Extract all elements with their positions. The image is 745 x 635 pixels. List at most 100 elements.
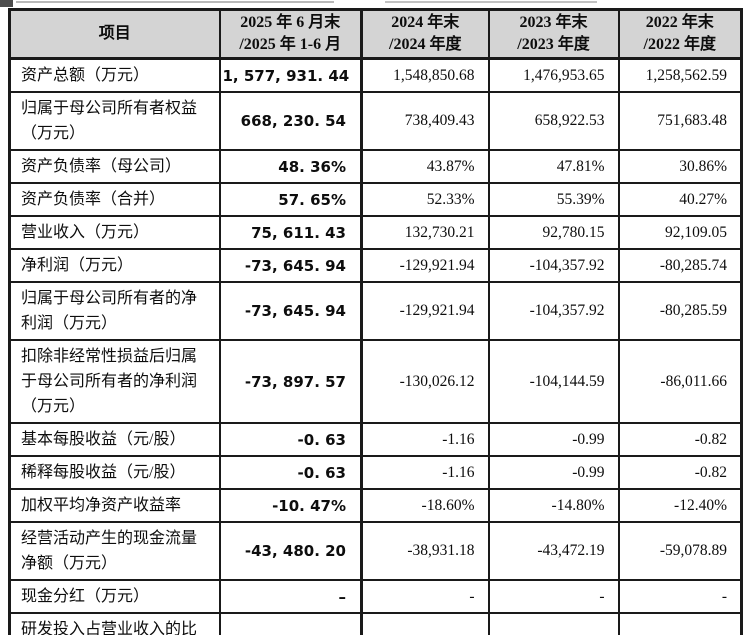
- cell-2025-h1: 668, 230. 54: [218, 91, 363, 151]
- cell-2023: -43,472.19: [487, 521, 620, 581]
- cropped-text-artifact: [385, 1, 597, 3]
- cell-2024: 738,409.43: [360, 91, 490, 151]
- table-row: 研发投入占营业收入的比例17. 43%18.55%17.15%8.43%: [8, 612, 743, 635]
- table-row: 加权平均净资产收益率 -10. 47% -18.60% -14.80% -12.40%: [8, 488, 743, 523]
- header-item-column: 项目: [8, 8, 221, 60]
- row-label: 归属于母公司所有者权益（万元）: [8, 91, 221, 151]
- row-label: 加权平均净资产收益率: [8, 488, 221, 523]
- cell-2025-h1: 75, 611. 43: [218, 215, 363, 250]
- cell-2022: 30.86%: [617, 149, 743, 184]
- cell-2023: -14.80%: [487, 488, 620, 523]
- cell-2024: 1,548,850.68: [360, 57, 490, 93]
- header-line-2: /2024 年度: [389, 36, 462, 53]
- row-label: 稀释每股收益（元/股）: [8, 455, 221, 490]
- header-item-label: 项目: [98, 25, 131, 42]
- table-row: 经营活动产生的现金流量净额（万元） -43, 480. 20 -38,931.18-…: [8, 521, 743, 581]
- cell-2022: -80,285.59: [617, 281, 743, 341]
- cell-2024: 18.55%: [360, 612, 490, 635]
- cell-2025-h1: 48. 36%: [218, 149, 363, 184]
- cell-2025-h1: -73, 897. 57: [218, 339, 363, 424]
- header-line-1: 2023 年末: [519, 14, 588, 31]
- cell-2025-h1: 1, 577, 931. 44: [218, 57, 363, 93]
- cell-2022: -: [617, 579, 743, 614]
- cell-2022: 92,109.05: [617, 215, 743, 250]
- header-line-2: /2022 年度: [643, 36, 716, 53]
- table-row: 归属于母公司所有者的净利润（万元） -73, 645. 94 -129,921.94…: [8, 281, 743, 341]
- cell-2022: -0.82: [617, 422, 743, 457]
- cropped-text-artifact: [16, 1, 334, 3]
- row-label: 归属于母公司所有者的净利润（万元）: [8, 281, 221, 341]
- cell-2023: 47.81%: [487, 149, 620, 184]
- cell-2025-h1: -43, 480. 20: [218, 521, 363, 581]
- cell-2023: -: [487, 579, 620, 614]
- row-label: 资产负债率（合并）: [8, 182, 221, 217]
- header-line-1: 2022 年末: [645, 14, 714, 31]
- cell-2022: -80,285.74: [617, 248, 743, 283]
- header-column-2023: 2023 年末/2023 年度: [487, 8, 620, 60]
- cell-2022: 8.43%: [617, 612, 743, 635]
- table-row: 扣除非经常性损益后归属于母公司所有者的净利润（万元） -73, 897. 57 -1…: [8, 339, 743, 424]
- cell-2024: -129,921.94: [360, 248, 490, 283]
- header-line-2: /2025 年 1-6 月: [239, 36, 342, 53]
- table-row: 营业收入（万元） 75, 611. 43 132,730.21 92,780.15 92…: [8, 215, 743, 250]
- table-row: 资产负债率（母公司） 48. 36% 43.87% 47.81% 30.86%: [8, 149, 743, 184]
- table-row: 净利润（万元） -73, 645. 94 -129,921.94 -104,357.9…: [8, 248, 743, 283]
- header-column-2025-h1: 2025 年 6 月末/2025 年 1-6 月: [218, 8, 363, 60]
- cropped-text-artifact: [0, 0, 13, 7]
- cell-2024: -129,921.94: [360, 281, 490, 341]
- cell-2023: 658,922.53: [487, 91, 620, 151]
- header-line-1: 2025 年 6 月末: [240, 14, 341, 31]
- cell-2025-h1: -10. 47%: [218, 488, 363, 523]
- row-label: 基本每股收益（元/股）: [8, 422, 221, 457]
- cell-2024: -1.16: [360, 422, 490, 457]
- cell-2022: 40.27%: [617, 182, 743, 217]
- cell-2024: -130,026.12: [360, 339, 490, 424]
- cell-2024: 132,730.21: [360, 215, 490, 250]
- cell-2023: -104,357.92: [487, 248, 620, 283]
- cell-2022: -59,078.89: [617, 521, 743, 581]
- table-row: 基本每股收益（元/股） -0. 63 -1.16 -0.99 -0.82: [8, 422, 743, 457]
- cell-2022: 1,258,562.59: [617, 57, 743, 93]
- row-label: 资产总额（万元）: [8, 57, 221, 93]
- table-row: 资产负债率（合并） 57. 65% 52.33% 55.39% 40.27%: [8, 182, 743, 217]
- cell-2025-h1: -73, 645. 94: [218, 281, 363, 341]
- cell-2025-h1: –: [218, 579, 363, 614]
- header-line-1: 2024 年末: [391, 14, 460, 31]
- cell-2022: -0.82: [617, 455, 743, 490]
- header-column-2022: 2022 年末/2022 年度: [617, 8, 743, 60]
- header-row: 项目 2025 年 6 月末/2025 年 1-6 月 2024 年末/2024 …: [8, 8, 743, 60]
- row-label: 净利润（万元）: [8, 248, 221, 283]
- financial-summary-table: 项目 2025 年 6 月末/2025 年 1-6 月 2024 年末/2024 …: [8, 8, 743, 635]
- cell-2023: 1,476,953.65: [487, 57, 620, 93]
- header-line-2: /2023 年度: [517, 36, 590, 53]
- table-body: 资产总额（万元） 1, 577, 931. 44 1,548,850.68 1,476…: [8, 57, 743, 635]
- row-label: 现金分红（万元）: [8, 579, 221, 614]
- table-row: 现金分红（万元） – - - -: [8, 579, 743, 614]
- cell-2023: 92,780.15: [487, 215, 620, 250]
- table-row: 稀释每股收益（元/股） -0. 63 -1.16 -0.99 -0.82: [8, 455, 743, 490]
- cell-2024: 43.87%: [360, 149, 490, 184]
- cell-2024: -18.60%: [360, 488, 490, 523]
- row-label: 研发投入占营业收入的比例: [8, 612, 221, 635]
- cell-2022: 751,683.48: [617, 91, 743, 151]
- row-label: 资产负债率（母公司）: [8, 149, 221, 184]
- cell-2024: -: [360, 579, 490, 614]
- cell-2023: -104,357.92: [487, 281, 620, 341]
- cell-2025-h1: 57. 65%: [218, 182, 363, 217]
- cell-2024: -38,931.18: [360, 521, 490, 581]
- cell-2024: -1.16: [360, 455, 490, 490]
- header-column-2024: 2024 年末/2024 年度: [360, 8, 490, 60]
- cell-2022: -86,011.66: [617, 339, 743, 424]
- table-row: 资产总额（万元） 1, 577, 931. 44 1,548,850.68 1,476…: [8, 57, 743, 93]
- cell-2023: 55.39%: [487, 182, 620, 217]
- cell-2022: -12.40%: [617, 488, 743, 523]
- cell-2025-h1: -0. 63: [218, 455, 363, 490]
- cell-2023: -0.99: [487, 455, 620, 490]
- cell-2023: -104,144.59: [487, 339, 620, 424]
- row-label: 营业收入（万元）: [8, 215, 221, 250]
- cell-2025-h1: -73, 645. 94: [218, 248, 363, 283]
- table-row: 归属于母公司所有者权益（万元） 668, 230. 54 738,409.43 658…: [8, 91, 743, 151]
- row-label: 经营活动产生的现金流量净额（万元）: [8, 521, 221, 581]
- cell-2025-h1: -0. 63: [218, 422, 363, 457]
